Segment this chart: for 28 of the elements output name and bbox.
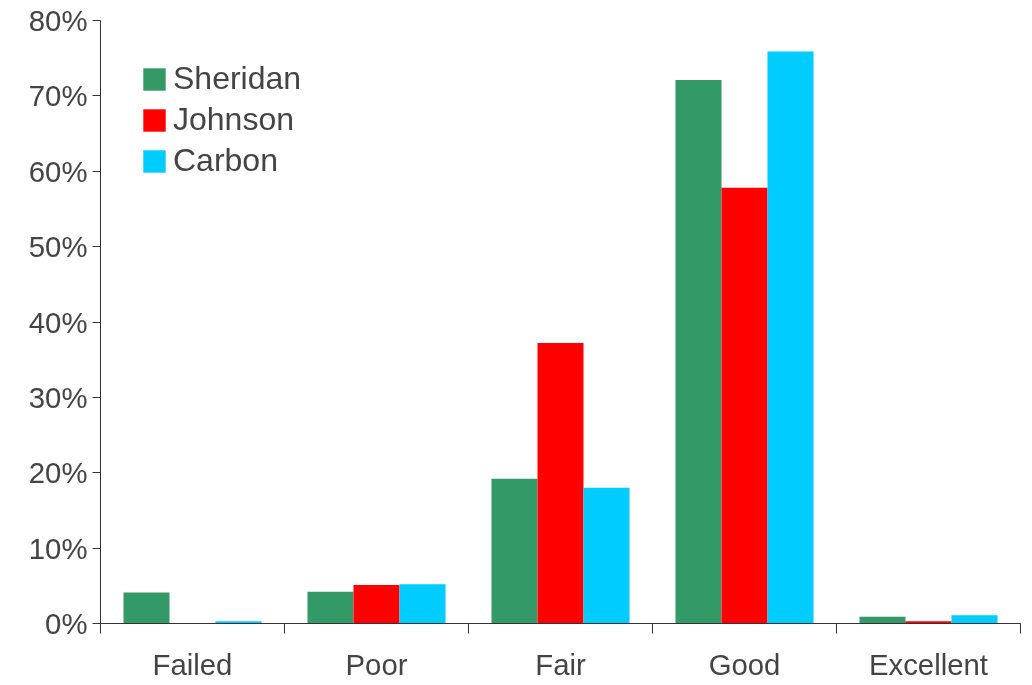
bar bbox=[675, 80, 722, 624]
bar bbox=[353, 585, 400, 624]
y-tick-label: 70% bbox=[28, 79, 88, 113]
legend-label: Sheridan bbox=[173, 60, 302, 97]
y-tick-label: 30% bbox=[28, 380, 88, 414]
bar bbox=[721, 187, 768, 624]
y-tick-label: 20% bbox=[28, 456, 88, 490]
y-tick-label: 40% bbox=[28, 305, 88, 339]
bar bbox=[491, 478, 538, 624]
legend-label: Johnson bbox=[173, 101, 294, 138]
bar bbox=[767, 51, 814, 624]
legend-label: Carbon bbox=[173, 142, 278, 179]
x-tick-label: Poor bbox=[345, 647, 408, 681]
y-tick-label: 0% bbox=[45, 607, 88, 640]
bar bbox=[537, 343, 584, 624]
bar bbox=[399, 584, 446, 624]
x-tick-label: Failed bbox=[152, 647, 233, 681]
y-tick-label: 80% bbox=[28, 4, 88, 37]
y-tick-label: 60% bbox=[28, 154, 88, 188]
bar bbox=[583, 487, 630, 624]
y-tick-label: 50% bbox=[28, 230, 88, 264]
bar bbox=[307, 591, 354, 624]
x-tick-label: Fair bbox=[535, 647, 586, 681]
x-tick-label: Good bbox=[708, 647, 781, 681]
bar bbox=[951, 615, 998, 624]
x-tick-label: Excellent bbox=[869, 647, 989, 681]
y-tick-label: 10% bbox=[28, 531, 88, 565]
bar bbox=[123, 592, 170, 624]
